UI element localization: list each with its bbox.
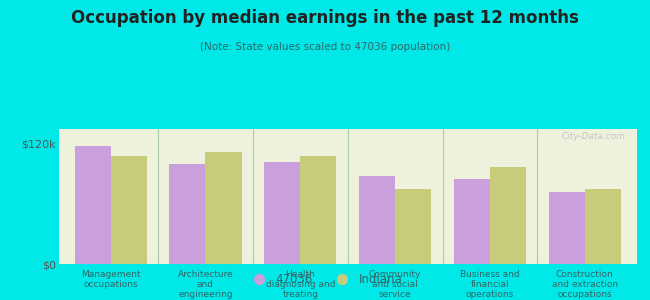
Bar: [75, 146, 110, 264]
Text: Occupation by median earnings in the past 12 months: Occupation by median earnings in the pas…: [71, 9, 579, 27]
Bar: [454, 179, 490, 264]
Bar: [111, 156, 147, 264]
Text: (Note: State values scaled to 47036 population): (Note: State values scaled to 47036 popu…: [200, 42, 450, 52]
Text: City-Data.com: City-Data.com: [562, 132, 625, 141]
Bar: [490, 167, 526, 264]
Bar: [300, 156, 336, 264]
Bar: [359, 176, 395, 264]
Bar: [585, 189, 621, 264]
Bar: [549, 192, 585, 264]
Bar: [170, 164, 205, 264]
Bar: [395, 189, 431, 264]
Bar: [265, 162, 300, 264]
Bar: [205, 152, 242, 264]
Legend: 47036, Indiana: 47036, Indiana: [242, 269, 408, 291]
